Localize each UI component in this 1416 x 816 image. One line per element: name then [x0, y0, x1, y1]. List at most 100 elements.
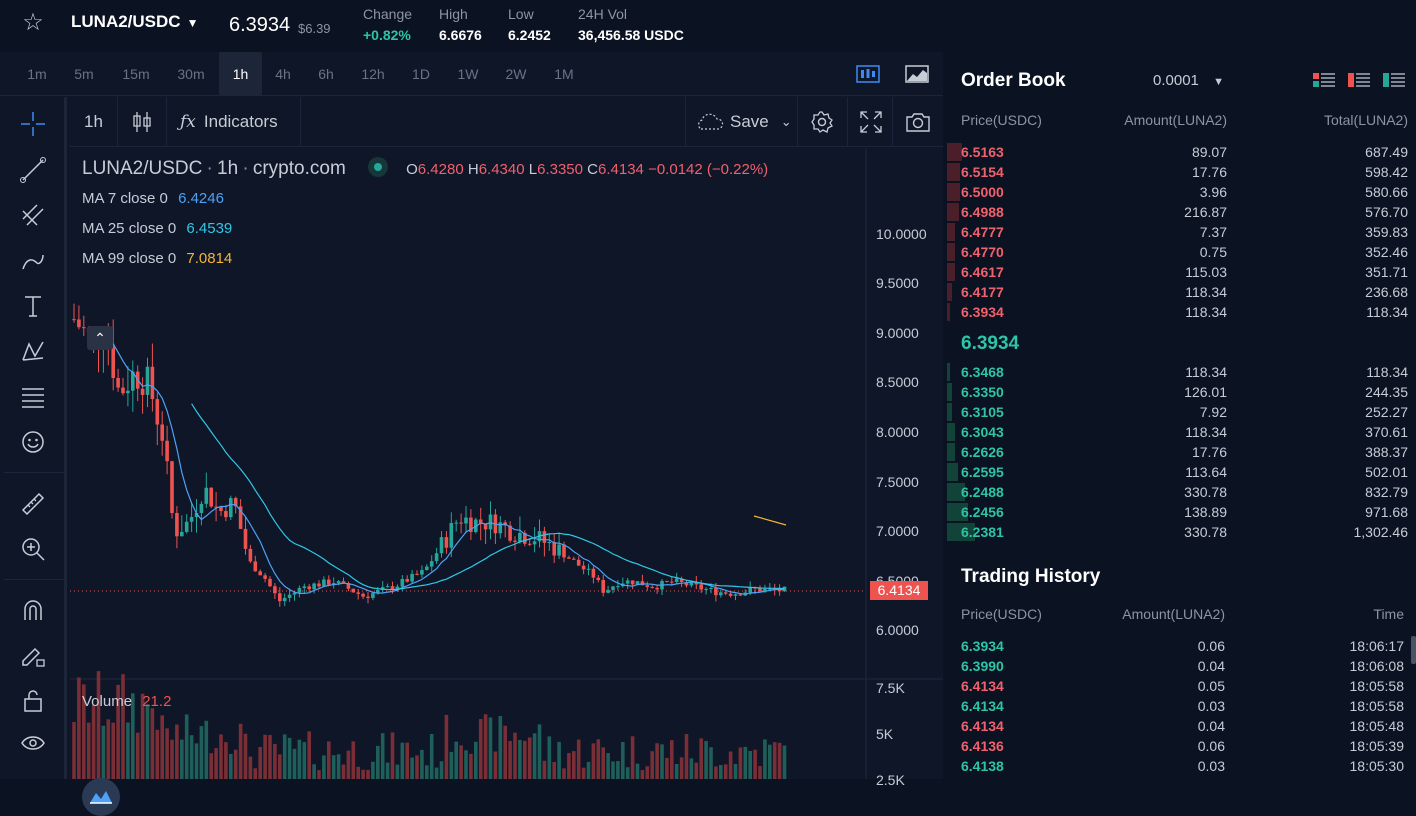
- text-tool-icon[interactable]: [17, 290, 49, 322]
- volume-axis-tick: 7.5K: [876, 680, 905, 696]
- ask-row[interactable]: 6.4777 7.37 359.83: [947, 222, 1416, 242]
- pair-selector[interactable]: LUNA2/USDC ▼: [71, 12, 198, 32]
- fullscreen-icon[interactable]: [860, 97, 882, 147]
- candle-body: [302, 586, 307, 588]
- candle-body: [258, 571, 262, 576]
- candle-body: [679, 578, 684, 583]
- timeframe-4h[interactable]: 4h: [275, 66, 291, 82]
- candle-body: [165, 440, 169, 462]
- volume-axis-tick: 5K: [876, 726, 894, 742]
- ask-row[interactable]: 6.5000 3.96 580.66: [947, 182, 1416, 202]
- ma-label: MA 25 close 0: [82, 220, 177, 237]
- order-book-title: Order Book: [961, 70, 1066, 91]
- bid-row[interactable]: 6.2381 330.78 1,302.46: [947, 522, 1416, 542]
- timeframe-1d[interactable]: 1D: [412, 66, 430, 82]
- volume-bar: [233, 749, 238, 779]
- scrollbar[interactable]: [1411, 636, 1416, 664]
- ask-row[interactable]: 6.5154 17.76 598.42: [947, 162, 1416, 182]
- volume-bar: [400, 742, 405, 779]
- candle-body: [420, 570, 424, 575]
- eye-icon[interactable]: [17, 727, 49, 759]
- bid-row[interactable]: 6.2595 113.64 502.01: [947, 462, 1416, 482]
- toolbar-divider: [4, 472, 64, 473]
- bid-price: 6.2456: [961, 504, 1004, 520]
- timeframe-1w[interactable]: 1W: [457, 66, 479, 82]
- bid-row[interactable]: 6.3043 118.34 370.61: [947, 422, 1416, 442]
- timeframe-1h[interactable]: 1h: [219, 52, 262, 96]
- price-axis-tick: 8.5000: [876, 374, 919, 390]
- price-axis-tick: 10.0000: [876, 226, 927, 242]
- crosshair-icon[interactable]: [17, 108, 49, 140]
- lock-icon[interactable]: [17, 684, 49, 716]
- ask-price: 6.4988: [961, 204, 1004, 220]
- emoji-icon[interactable]: [17, 426, 49, 458]
- volume-bar: [175, 724, 179, 779]
- lock-drawing-icon[interactable]: [17, 639, 49, 671]
- interval-button[interactable]: 1h: [84, 112, 103, 131]
- timeframe-30m[interactable]: 30m: [177, 66, 205, 82]
- timeframe-12h[interactable]: 12h: [361, 66, 385, 82]
- price-chart[interactable]: LUNA2/USDC · 1h · crypto.com O6.4280 H6.…: [70, 148, 943, 816]
- pitchfork-icon[interactable]: [17, 199, 49, 231]
- volume-bar: [523, 740, 527, 779]
- volume-bar: [513, 732, 517, 779]
- ask-row[interactable]: 6.4988 216.87 576.70: [947, 202, 1416, 222]
- volume-value: 21.2: [142, 693, 172, 710]
- book-bids-only-icon[interactable]: [1383, 72, 1405, 88]
- candles-view-icon[interactable]: [856, 64, 880, 84]
- ask-row[interactable]: 6.3934 118.34 118.34: [947, 302, 1416, 322]
- timeframe-5m[interactable]: 5m: [74, 66, 94, 82]
- favorite-star-icon[interactable]: ☆: [22, 9, 44, 36]
- timeframe-1m[interactable]: 1m: [27, 66, 47, 82]
- magnet-icon[interactable]: [17, 594, 49, 626]
- settings-gear-icon[interactable]: [810, 97, 834, 147]
- candlestick-chart[interactable]: [70, 148, 943, 779]
- collapse-legend-chevron-up-icon[interactable]: ⌃: [87, 326, 113, 350]
- zoom-in-icon[interactable]: [17, 533, 49, 565]
- depth-bar: [947, 223, 955, 241]
- snapshot-camera-icon[interactable]: [905, 97, 931, 147]
- bid-row[interactable]: 6.3468 118.34 118.34: [947, 362, 1416, 382]
- candle-body: [469, 517, 473, 532]
- ruler-icon[interactable]: [17, 488, 49, 520]
- bid-row[interactable]: 6.2488 330.78 832.79: [947, 482, 1416, 502]
- ask-row[interactable]: 6.5163 89.07 687.49: [947, 142, 1416, 162]
- book-asks-only-icon[interactable]: [1348, 72, 1370, 88]
- fib-levels-icon[interactable]: [17, 381, 49, 413]
- candle-body: [282, 597, 287, 602]
- bid-row[interactable]: 6.3350 126.01 244.35: [947, 382, 1416, 402]
- timeframe-2w[interactable]: 2W: [505, 66, 527, 82]
- pattern-icon[interactable]: [17, 336, 49, 368]
- candle-body: [782, 586, 787, 592]
- bid-total: 971.68: [1365, 504, 1408, 520]
- bid-amount: 17.76: [1191, 444, 1227, 460]
- timeframe-1mo[interactable]: 1M: [554, 66, 574, 82]
- bid-row[interactable]: 6.2626 17.76 388.37: [947, 442, 1416, 462]
- trendline-icon[interactable]: [17, 154, 49, 186]
- bid-total: 502.01: [1365, 464, 1408, 480]
- ohlc-low: 6.3350: [537, 161, 583, 178]
- ask-row[interactable]: 6.4770 0.75 352.46: [947, 242, 1416, 262]
- ohlc-low-label: L: [528, 161, 538, 178]
- timeframe-6h[interactable]: 6h: [318, 66, 334, 82]
- book-both-sides-icon[interactable]: [1313, 72, 1335, 88]
- save-button[interactable]: Save ⌄: [694, 97, 792, 147]
- timeframe-15m[interactable]: 15m: [122, 66, 150, 82]
- brush-icon[interactable]: [17, 245, 49, 277]
- chart-type-candles-icon[interactable]: [132, 97, 152, 147]
- ask-row[interactable]: 6.4177 118.34 236.68: [947, 282, 1416, 302]
- ask-amount: 115.03: [1185, 264, 1227, 280]
- indicators-button[interactable]: ƒx Indicators: [180, 97, 278, 147]
- trade-price: 6.3934: [961, 638, 1004, 654]
- last-price-usd: $6.39: [298, 21, 331, 36]
- trade-price: 6.4134: [961, 718, 1004, 734]
- th-header-amount: Amount(LUNA2): [1122, 606, 1225, 622]
- cloud-icon: [698, 113, 724, 130]
- ticker-header: ☆ LUNA2/USDC ▼ 6.3934 $6.39 Change +0.82%…: [0, 0, 1416, 46]
- volume-bar: [763, 739, 767, 779]
- area-view-icon[interactable]: [905, 64, 929, 84]
- precision-select[interactable]: 0.0001 ▼: [1153, 72, 1224, 89]
- bid-row[interactable]: 6.2456 138.89 971.68: [947, 502, 1416, 522]
- bid-row[interactable]: 6.3105 7.92 252.27: [947, 402, 1416, 422]
- ask-row[interactable]: 6.4617 115.03 351.71: [947, 262, 1416, 282]
